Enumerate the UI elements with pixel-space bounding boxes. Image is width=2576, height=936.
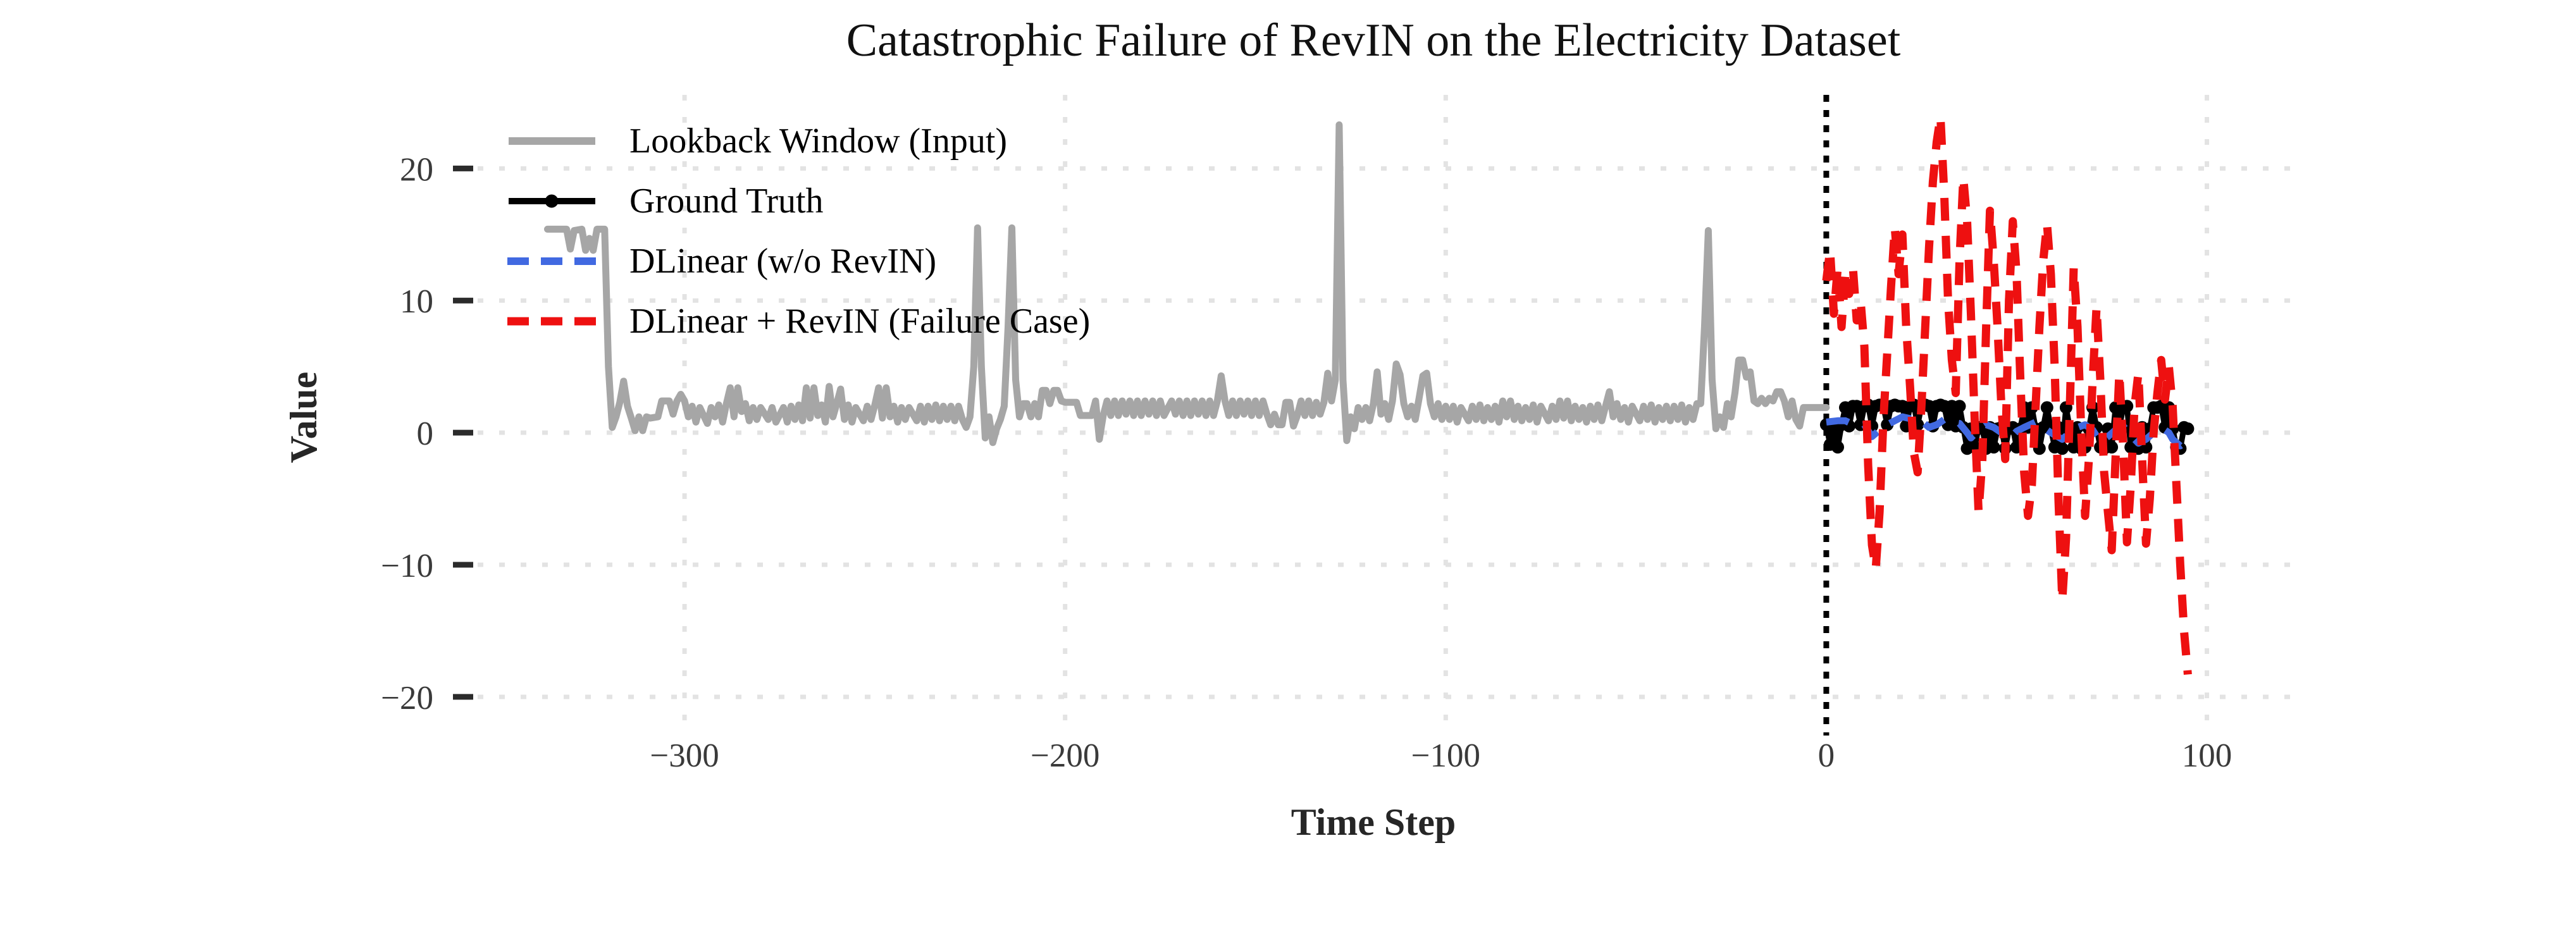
legend: Lookback Window (Input) Ground Truth DLi… [506,111,1090,351]
chart-title: Catastrophic Failure of RevIN on the Ele… [846,15,1901,66]
lookback-line-swatch [509,137,595,145]
y-tick-label: −10 [381,548,433,584]
legend-label-lookback: Lookback Window (Input) [629,121,1008,161]
x-tick-label: 100 [2182,737,2232,774]
legend-item-dlinear: DLinear (w/o RevIN) [506,231,1090,291]
legend-label-ground-truth: Ground Truth [629,181,824,221]
series-marker-1 [1953,400,1966,413]
legend-label-dlinear: DLinear (w/o RevIN) [629,241,937,281]
series-line-2 [1826,413,2190,450]
dlinear-revin-line-swatch [507,317,597,325]
series-marker-1 [2055,442,2069,455]
x-tick-label: −200 [1031,737,1099,774]
series-marker-1 [2040,401,2053,414]
ground-truth-line-swatch [509,194,595,207]
legend-item-dlinear-revin: DLinear + RevIN (Failure Case) [506,291,1090,351]
y-axis-label: Value [283,372,325,464]
x-tick-label: −300 [650,737,719,774]
series-marker-1 [1831,441,1844,454]
legend-label-dlinear-revin: DLinear + RevIN (Failure Case) [629,301,1091,341]
y-tick-label: −20 [381,680,433,717]
series-line-0 [544,121,1830,446]
dlinear-line-swatch [507,257,597,265]
series-layer [544,113,2195,675]
series-marker-1 [1987,441,2000,454]
series-line-3 [1822,113,2192,675]
grid-layer [478,95,2306,736]
series-marker-1 [2105,441,2119,454]
legend-item-lookback: Lookback Window (Input) [506,111,1090,171]
series-marker-1 [2181,422,2195,435]
legend-item-ground-truth: Ground Truth [506,171,1090,231]
y-tick-label: 10 [400,283,433,320]
x-tick-label: 0 [1818,737,1835,774]
y-tick-label: 20 [400,151,433,188]
x-tick-label: −100 [1411,737,1480,774]
y-tick-label: 0 [417,416,434,452]
x-axis-label: Time Step [1291,801,1456,843]
